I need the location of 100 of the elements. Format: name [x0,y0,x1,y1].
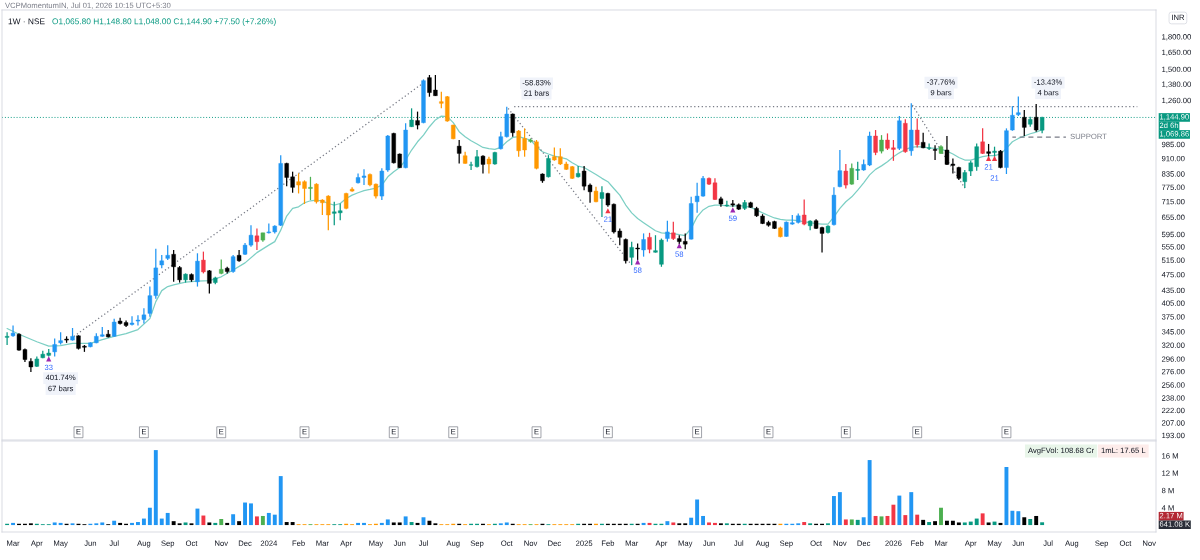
bar [921,519,926,526]
bar [802,522,807,526]
candlestick [171,249,176,283]
bar [219,519,224,526]
bar [837,492,842,526]
point [991,155,998,162]
line-series [6,115,1043,347]
bar [1010,510,1015,526]
bar [379,522,384,526]
bar [243,502,247,526]
candlestick [932,144,938,161]
bar [409,522,414,526]
bar [118,522,123,526]
candlestick [599,185,605,218]
bar [956,522,961,526]
candlestick [510,112,515,138]
bar [207,522,212,526]
bar [260,515,265,526]
bar [141,518,146,526]
bar [165,512,170,526]
bar [867,460,872,526]
bar [112,520,117,526]
bar [1022,517,1027,526]
candlestick [10,324,16,338]
bar [1016,511,1021,526]
bar [159,518,164,526]
candlestick [112,318,117,338]
bar [249,503,253,526]
bar [284,522,289,526]
bar [891,504,896,526]
bar [927,522,932,526]
bar [397,522,402,526]
bar [986,522,991,526]
bar [266,512,271,526]
candlestick [480,154,486,175]
bar [689,517,694,526]
candlestick [962,169,967,189]
bar [362,522,366,526]
candlestick [849,162,854,186]
candlestick [909,102,914,157]
bar [58,522,63,526]
bar [225,522,230,526]
bar [136,522,140,526]
bar [701,515,706,526]
bar [403,516,408,526]
bar [641,522,646,526]
bar [873,515,878,526]
candlestick [1022,109,1027,137]
bar [237,521,242,526]
bar [909,492,914,526]
bar [272,514,277,526]
bar [695,499,700,526]
candlestick [665,220,670,243]
candlestick [254,227,260,251]
candlestick [873,129,878,156]
bar [391,522,396,526]
bar [1034,515,1039,526]
bar [427,520,432,526]
bar [504,522,509,526]
candlestick [879,134,884,155]
candlestick [843,163,848,190]
text: O1,065.80 H1,148.80 L1,048.00 C1,144.90 +77.50 (+7.26%) [52,18,276,26]
candlestick [4,331,10,346]
candlestick [926,142,932,151]
bar [903,515,908,526]
candlestick [195,252,200,288]
bar [385,519,390,526]
candlestick [1034,103,1039,133]
bar [213,522,218,526]
point [986,155,992,162]
bar [665,521,670,526]
bar [11,522,15,526]
bar [939,507,943,526]
candlestick [623,237,628,265]
point [730,207,736,213]
bar [915,514,920,526]
candlestick [724,200,730,208]
bar [974,518,979,526]
candlestick [915,117,920,149]
bar [52,522,57,526]
candlestick [980,127,985,155]
point [635,259,641,265]
candlestick [629,241,634,266]
bar [130,522,134,526]
bar [713,522,717,526]
bar [153,450,158,526]
bar [183,522,188,526]
bar [843,519,848,526]
candlestick [837,149,843,188]
candlestick [457,139,462,165]
candlestick [802,198,807,226]
text: 1W · NSE [8,18,45,25]
bar [278,476,283,526]
bar [855,519,860,526]
bar [201,515,206,526]
bar [897,495,902,526]
bar [1004,467,1009,526]
point [46,356,52,362]
candlestick [52,337,57,358]
bar [195,508,200,526]
